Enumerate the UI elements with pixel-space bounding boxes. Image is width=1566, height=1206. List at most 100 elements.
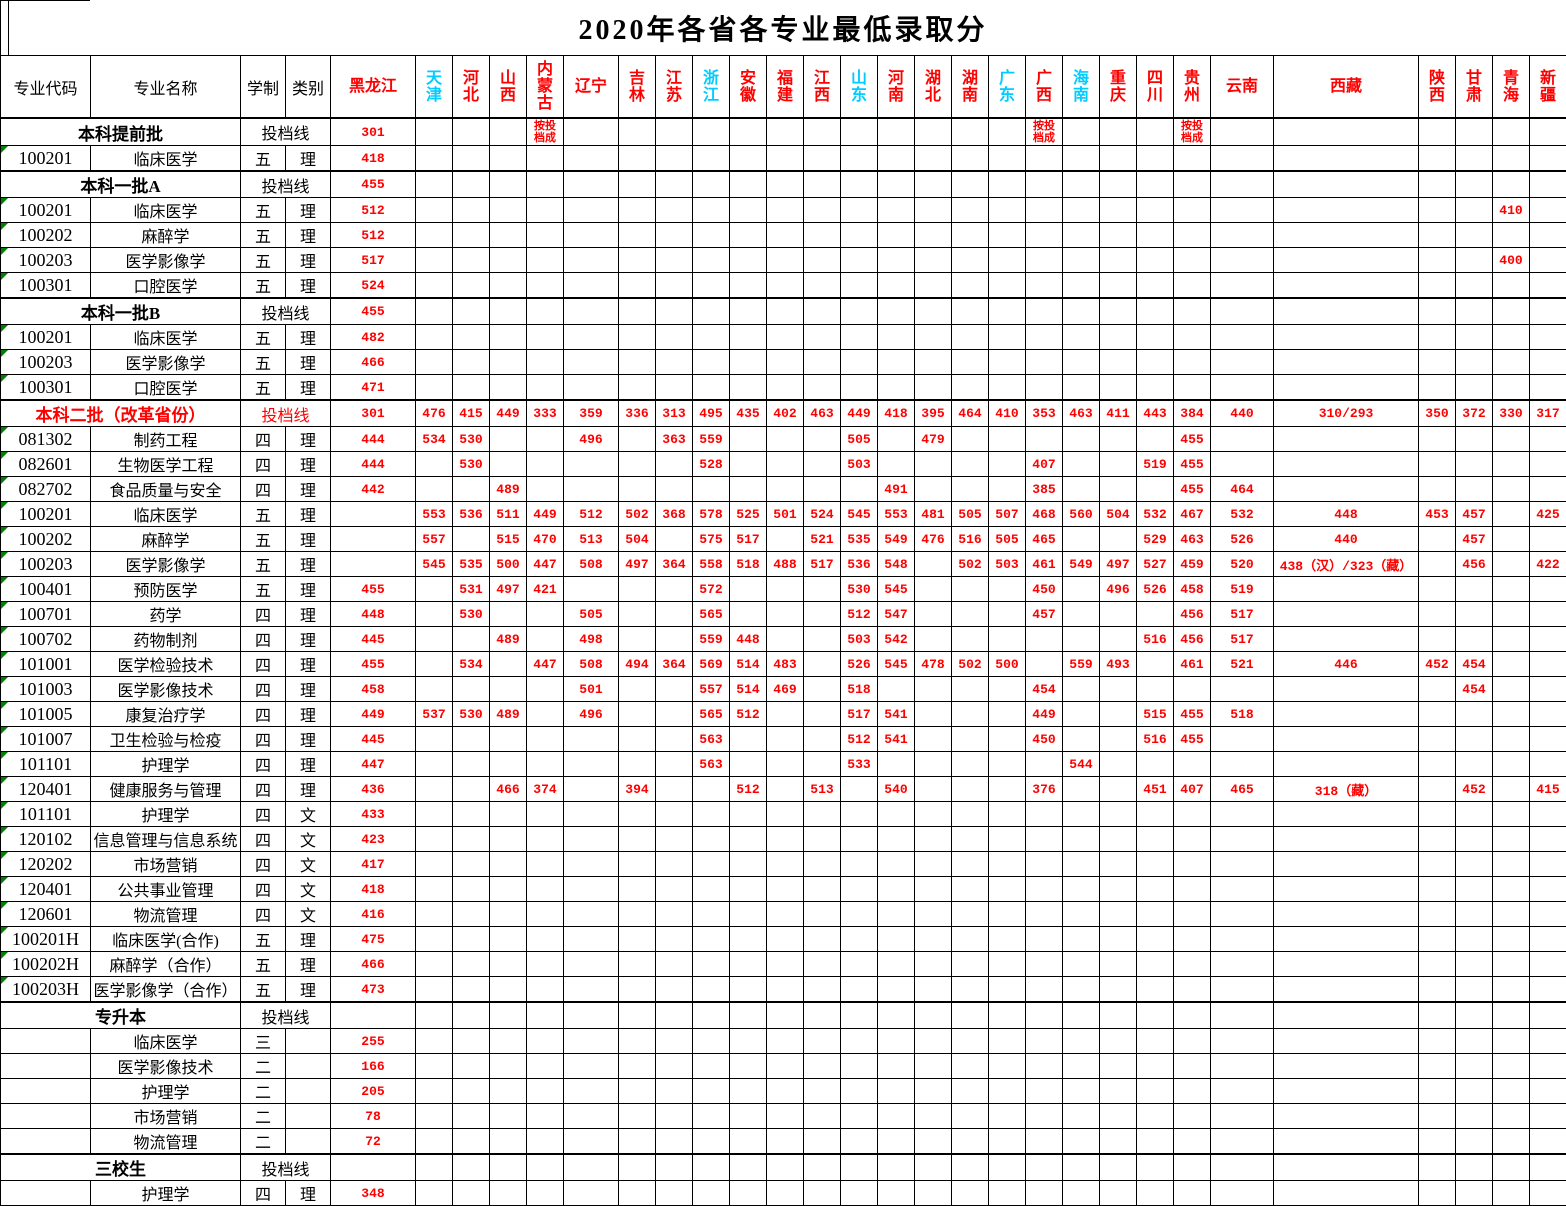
score-cell[interactable] [1137,198,1174,223]
score-cell[interactable] [564,146,619,172]
category-cell[interactable]: 理 [286,627,331,652]
score-cell[interactable] [915,477,952,502]
major-code-cell[interactable] [1,1129,91,1155]
score-cell[interactable] [1456,902,1493,927]
years-cell[interactable]: 四 [241,802,286,827]
major-code-cell[interactable]: 120102 [1,827,91,852]
score-cell[interactable] [564,852,619,877]
score-cell[interactable] [656,852,693,877]
score-cell[interactable]: 526 [841,652,878,677]
score-cell[interactable]: 534 [453,652,490,677]
score-cell[interactable] [1174,1129,1211,1155]
score-cell[interactable] [1174,350,1211,375]
score-cell[interactable] [564,802,619,827]
score-cell[interactable] [527,375,564,401]
score-cell[interactable] [453,1181,490,1206]
major-code-cell[interactable]: 101003 [1,677,91,702]
score-cell[interactable] [1174,1154,1211,1181]
major-code-cell[interactable]: 120401 [1,877,91,902]
score-cell[interactable] [730,752,767,777]
score-cell[interactable] [1493,1154,1530,1181]
score-cell[interactable] [878,248,915,273]
score-cell[interactable] [989,1129,1026,1155]
score-cell[interactable]: 516 [1137,727,1174,752]
major-name-cell[interactable]: 护理学 [91,802,241,827]
score-cell[interactable] [1026,852,1063,877]
score-cell[interactable]: 501 [767,502,804,527]
score-cell[interactable] [878,827,915,852]
score-cell[interactable] [1456,375,1493,401]
score-cell[interactable] [490,427,527,452]
score-cell[interactable] [1530,452,1566,477]
category-cell[interactable]: 理 [286,702,331,727]
score-cell[interactable] [490,877,527,902]
score-cell[interactable]: 500 [490,552,527,577]
score-cell[interactable]: 516 [952,527,989,552]
score-cell[interactable] [1063,827,1100,852]
years-cell[interactable]: 五 [241,502,286,527]
score-cell[interactable] [767,1029,804,1054]
category-cell[interactable]: 理 [286,777,331,802]
score-cell[interactable] [490,1002,527,1029]
score-cell[interactable] [416,198,453,223]
score-cell[interactable] [564,727,619,752]
score-cell[interactable] [1063,325,1100,350]
score-cell[interactable]: 440 [1274,527,1419,552]
score-cell[interactable]: 464 [952,400,989,427]
score-cell[interactable] [1493,375,1530,401]
score-cell[interactable]: 560 [1063,502,1100,527]
score-cell[interactable] [878,427,915,452]
score-cell[interactable] [841,1181,878,1206]
score-cell[interactable] [1137,146,1174,172]
score-cell[interactable] [656,146,693,172]
score-cell[interactable]: 453 [1419,502,1456,527]
score-cell[interactable] [1530,1154,1566,1181]
province-header[interactable]: 广西 [1026,56,1063,119]
category-cell[interactable]: 理 [286,977,331,1003]
major-code-cell[interactable]: 100301 [1,375,91,401]
score-cell[interactable] [767,248,804,273]
score-cell[interactable] [1137,927,1174,952]
years-cell[interactable]: 五 [241,552,286,577]
score-cell[interactable]: 563 [693,752,730,777]
score-cell[interactable] [1100,677,1137,702]
score-cell[interactable] [989,677,1026,702]
score-cell[interactable] [453,927,490,952]
score-cell[interactable] [804,1181,841,1206]
score-cell[interactable] [693,477,730,502]
score-cell[interactable] [841,171,878,198]
category-cell[interactable]: 理 [286,1181,331,1206]
score-cell[interactable] [1419,927,1456,952]
score-cell[interactable] [1174,1181,1211,1206]
score-cell[interactable] [1530,827,1566,852]
score-cell[interactable] [1026,1181,1063,1206]
score-cell[interactable] [1026,1002,1063,1029]
score-cell[interactable] [952,727,989,752]
score-cell[interactable] [878,802,915,827]
score-cell[interactable]: 518 [1211,702,1274,727]
category-cell[interactable]: 理 [286,198,331,223]
score-cell[interactable] [1174,902,1211,927]
score-cell[interactable]: 450 [1026,577,1063,602]
score-cell[interactable] [619,802,656,827]
score-cell[interactable]: 445 [331,627,416,652]
score-cell[interactable] [453,1029,490,1054]
score-cell[interactable]: 455 [1174,427,1211,452]
score-cell[interactable] [619,1054,656,1079]
score-cell[interactable] [730,577,767,602]
score-cell[interactable] [1211,1029,1274,1054]
major-name-cell[interactable]: 临床医学 [91,198,241,223]
score-cell[interactable] [1137,375,1174,401]
score-cell[interactable] [527,452,564,477]
score-cell[interactable] [527,350,564,375]
score-cell[interactable]: 516 [1137,627,1174,652]
score-cell[interactable] [527,1181,564,1206]
score-cell[interactable] [1100,1054,1137,1079]
score-cell[interactable] [656,350,693,375]
major-name-cell[interactable]: 药物制剂 [91,627,241,652]
score-cell[interactable] [453,677,490,702]
score-cell[interactable] [453,146,490,172]
score-cell[interactable] [915,375,952,401]
score-cell[interactable] [804,852,841,877]
score-cell[interactable] [619,198,656,223]
